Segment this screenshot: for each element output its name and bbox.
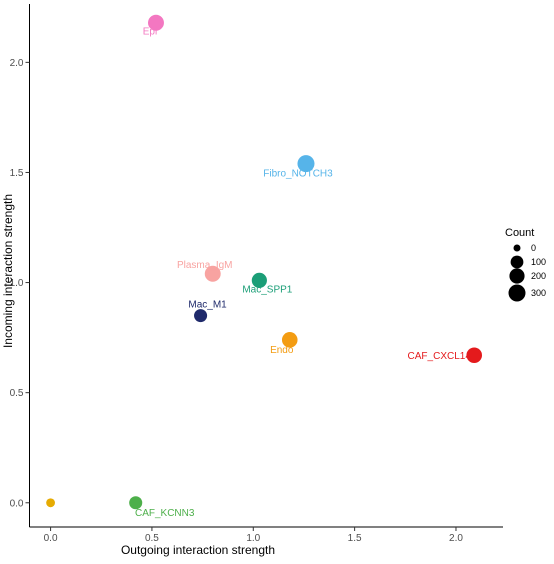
point-mac-spp1: [251, 272, 267, 288]
x-axis-title: Outgoing interaction strength: [121, 543, 275, 557]
point-labels-layer: Epi Fibro_NOTCH3 Plasma_IgM Mac_SPP1 Mac_M1 E…: [135, 27, 471, 519]
size-legend: Count 0 100 200 300: [505, 227, 546, 302]
x-tick-label: 2.0: [449, 533, 463, 544]
point-mac-m1: [194, 309, 208, 323]
point-fibro-notch3: [297, 155, 315, 173]
point-epi: [148, 14, 164, 31]
legend-size-key: [508, 284, 526, 302]
legend-label: 100: [531, 257, 546, 267]
legend-label: 300: [531, 288, 546, 298]
x-tick-label: 0.0: [44, 533, 58, 544]
x-tick-label: 1.5: [348, 533, 362, 544]
point-label-caf-cxcl14: CAF_CXCL14: [408, 351, 472, 362]
legend-title: Count: [505, 227, 534, 239]
y-tick-label: 0.5: [10, 388, 24, 399]
y-tick-label: 2.0: [10, 58, 24, 69]
x-tick-label: 0.5: [145, 533, 159, 544]
point-label-caf-kcnn3: CAF_KCNN3: [135, 508, 195, 519]
axes-layer: [29, 4, 503, 528]
legend-label: 200: [531, 271, 546, 281]
x-tick-label: 1.0: [246, 533, 260, 544]
ticks-layer: 0.0 0.5 1.0 1.5 2.0 0.0 0.5 1.0 1.5 2.0: [10, 58, 464, 544]
point-label-epi: Epi: [143, 27, 157, 38]
legend-size-key: [510, 255, 524, 269]
legend-size-key: [509, 268, 525, 284]
y-tick-label: 1.5: [10, 168, 24, 179]
legend-size-key: [513, 244, 521, 252]
point-label-endo: Endo: [270, 345, 294, 356]
y-tick-label: 0.0: [10, 498, 24, 509]
point-caf-cxcl14: [466, 347, 482, 364]
point-endo: [281, 332, 298, 348]
point-unlabeled: [46, 498, 55, 508]
point-label-fibro-notch3: Fibro_NOTCH3: [263, 169, 333, 180]
point-label-plasma-igm: Plasma_IgM: [177, 260, 233, 271]
y-tick-label: 1.0: [10, 278, 24, 289]
legend-label: 0: [531, 243, 536, 253]
point-label-mac-m1: Mac_M1: [188, 300, 227, 311]
point-caf-kcnn3: [129, 496, 143, 510]
points-layer: [46, 14, 482, 510]
point-plasma-igm: [204, 265, 221, 282]
y-axis-title: Incoming interaction strength: [1, 194, 15, 348]
point-label-mac-spp1: Mac_SPP1: [242, 284, 292, 295]
